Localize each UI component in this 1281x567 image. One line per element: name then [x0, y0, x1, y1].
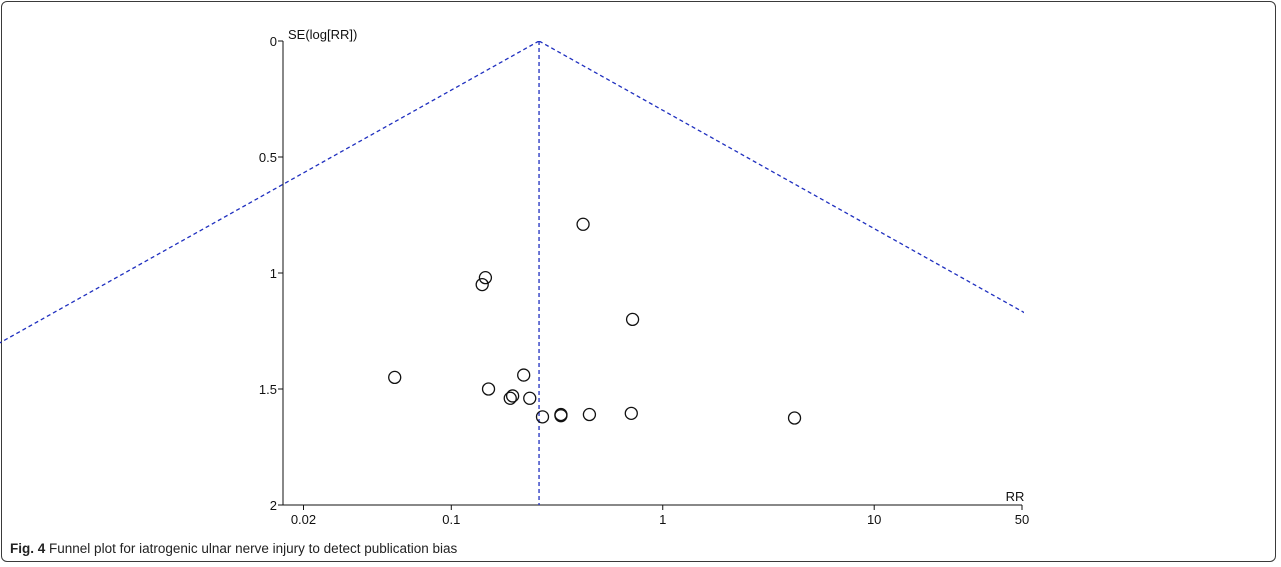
study-point: [503, 391, 517, 405]
study-point: [582, 407, 597, 422]
figure-label: Fig. 4: [10, 541, 46, 556]
axis-labels: SE(log[RR]) RR: [288, 27, 1024, 504]
study-point: [388, 370, 402, 385]
study-point: [576, 217, 590, 231]
study-point: [517, 368, 531, 382]
x-axis-title: RR: [1006, 489, 1025, 504]
study-point: [505, 389, 520, 403]
study-point: [554, 409, 568, 423]
study-point: [478, 270, 493, 285]
x-tick-label: 0.02: [291, 512, 316, 527]
x-tick-label: 10: [867, 512, 881, 527]
y-axis-title: SE(log[RR]): [288, 27, 357, 42]
figure-caption-text: Funnel plot for iatrogenic ulnar nerve i…: [49, 541, 458, 556]
study-point: [625, 312, 640, 327]
figure-caption: Fig. 4 Funnel plot for iatrogenic ulnar …: [10, 541, 457, 556]
study-points: [388, 217, 802, 425]
study-point: [787, 411, 802, 425]
y-tick-label: 1: [270, 266, 277, 281]
study-point: [481, 382, 496, 396]
study-point: [535, 410, 550, 424]
study-point: [523, 391, 537, 405]
funnel-right-limit: [538, 41, 1024, 314]
study-point: [475, 277, 489, 292]
y-tick-label: 2: [270, 498, 277, 513]
x-tick-label: 1: [659, 512, 666, 527]
x-tick-label: 50: [1015, 512, 1029, 527]
axes: 0 0.5 1 1.5 2 0.02 0.1 1 10 50: [259, 34, 1029, 527]
x-tick-label: 0.1: [442, 512, 460, 527]
y-tick-label: 0: [270, 34, 277, 49]
y-tick-label: 1.5: [259, 382, 277, 397]
study-point: [624, 406, 638, 421]
y-tick-label: 0.5: [259, 150, 277, 165]
funnel-lines: [0, 41, 1024, 505]
